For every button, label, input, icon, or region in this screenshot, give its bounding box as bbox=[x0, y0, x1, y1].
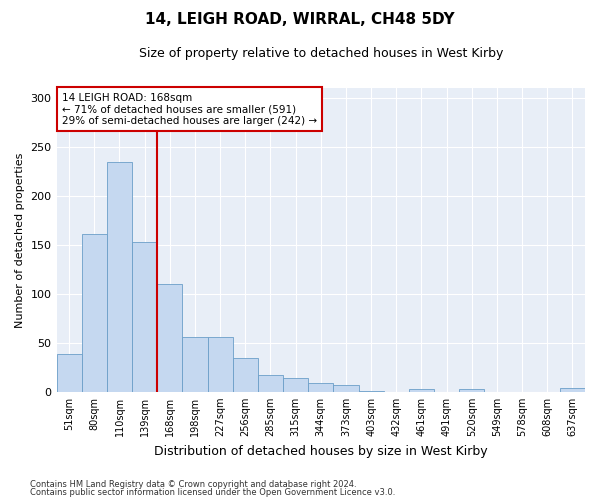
Bar bbox=[107, 162, 132, 392]
Bar bbox=[409, 389, 434, 392]
Bar bbox=[157, 284, 182, 392]
Bar bbox=[258, 375, 283, 392]
Bar bbox=[56, 354, 82, 392]
Text: Contains HM Land Registry data © Crown copyright and database right 2024.: Contains HM Land Registry data © Crown c… bbox=[30, 480, 356, 489]
Text: Contains public sector information licensed under the Open Government Licence v3: Contains public sector information licen… bbox=[30, 488, 395, 497]
Title: Size of property relative to detached houses in West Kirby: Size of property relative to detached ho… bbox=[139, 48, 503, 60]
Bar bbox=[308, 383, 334, 392]
Text: 14, LEIGH ROAD, WIRRAL, CH48 5DY: 14, LEIGH ROAD, WIRRAL, CH48 5DY bbox=[145, 12, 455, 28]
Bar bbox=[283, 378, 308, 392]
Bar bbox=[182, 337, 208, 392]
Y-axis label: Number of detached properties: Number of detached properties bbox=[15, 152, 25, 328]
Bar bbox=[459, 389, 484, 392]
Text: 14 LEIGH ROAD: 168sqm
← 71% of detached houses are smaller (591)
29% of semi-det: 14 LEIGH ROAD: 168sqm ← 71% of detached … bbox=[62, 92, 317, 126]
Bar bbox=[208, 337, 233, 392]
Bar bbox=[334, 385, 359, 392]
Bar bbox=[132, 242, 157, 392]
Bar bbox=[560, 388, 585, 392]
X-axis label: Distribution of detached houses by size in West Kirby: Distribution of detached houses by size … bbox=[154, 444, 488, 458]
Bar bbox=[82, 234, 107, 392]
Bar bbox=[233, 358, 258, 392]
Bar bbox=[359, 391, 383, 392]
